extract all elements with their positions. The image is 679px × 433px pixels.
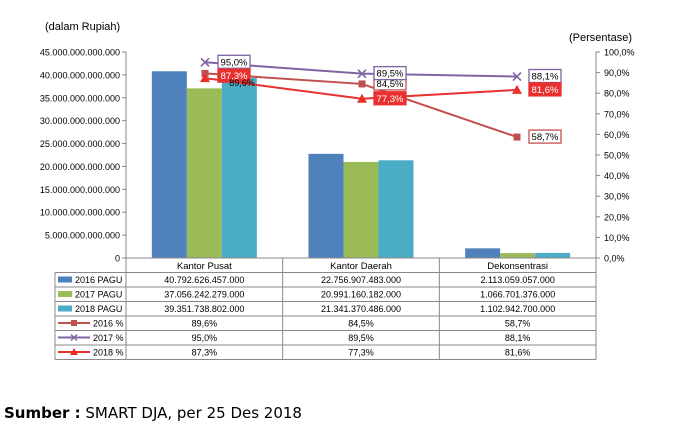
table-category-label: Kantor Daerah: [330, 261, 392, 272]
table-cell: 1.066.701.376.000: [480, 290, 555, 300]
budget-chart: (dalam Rupiah) (Persentase) 0 5.000.000.000…: [40, 21, 635, 360]
left-tick-label: 5.000.000.000.000: [45, 231, 120, 241]
source-label: Sumber :: [4, 404, 81, 422]
table-cell: 40.792.626.457.000: [164, 275, 244, 285]
bar-2017-pagu: [186, 88, 222, 259]
data-label: 88,1%: [532, 72, 559, 83]
right-tick-label: 20,0%: [604, 212, 630, 222]
data-label-box: [528, 82, 562, 97]
table-series-name: 2016 PAGU: [75, 275, 122, 285]
data-label: 87,3%: [221, 71, 248, 82]
table-cell: 1.102.942.700.000: [480, 304, 555, 314]
bar-2018-pagu: [535, 252, 571, 258]
table-cell: 89,6%: [192, 319, 218, 329]
right-tick-label: 0,0%: [604, 254, 625, 264]
table-cell: 37.056.242.279.000: [164, 290, 244, 300]
right-tick-label: 60,0%: [604, 130, 630, 140]
marker-triangle: [357, 93, 367, 103]
data-label-box: [528, 129, 562, 144]
bar-2017-pagu: [500, 253, 536, 258]
table-cell: 81,6%: [505, 348, 531, 358]
right-tick-label: 10,0%: [604, 233, 630, 243]
table-cell: 21.341.370.486.000: [321, 304, 401, 314]
table-cell: 87,3%: [192, 348, 218, 358]
left-tick-label: 30.000.000.000.000: [40, 116, 120, 126]
bar-2017-pagu: [343, 161, 379, 258]
bar-2018-pagu: [221, 77, 257, 259]
marker-square: [513, 133, 521, 141]
table-cell: 88,1%: [505, 333, 531, 343]
right-tick-label: 50,0%: [604, 151, 630, 161]
bar-2016-pagu: [465, 248, 501, 258]
bar-2016-pagu: [151, 71, 187, 258]
right-tick-label: 40,0%: [604, 171, 630, 181]
data-label-box: [373, 91, 407, 106]
legend-key-bar: [58, 305, 72, 312]
left-tick-label: 10.000.000.000.000: [40, 208, 120, 218]
bar-2018-pagu: [378, 160, 414, 258]
right-tick-label: 70,0%: [604, 109, 630, 119]
table-cell: 77,3%: [348, 348, 374, 358]
table-series-name: 2017 %: [93, 333, 124, 343]
table-category-label: Dekonsentrasi: [487, 261, 548, 272]
data-label: 81,6%: [532, 85, 559, 96]
legend-key-bar: [58, 276, 72, 283]
marker-x: [357, 69, 367, 79]
table-series-name: 2016 %: [93, 319, 124, 329]
table-cell: 89,5%: [348, 333, 374, 343]
left-tick-label: 40.000.000.000.000: [40, 70, 120, 80]
data-label: 77,3%: [377, 94, 404, 105]
left-tick-label: 20.000.000.000.000: [40, 162, 120, 172]
table-cell: 95,0%: [192, 333, 218, 343]
table-cell: 39.351.738.802.000: [164, 304, 244, 314]
data-label: 89,5%: [377, 69, 404, 80]
table-cell: 84,5%: [348, 319, 374, 329]
source-text: SMART DJA, per 25 Des 2018: [80, 404, 302, 422]
data-label: 95,0%: [221, 57, 248, 68]
data-label: 58,7%: [532, 132, 559, 143]
table-series-name: 2018 %: [93, 348, 124, 358]
right-tick-label: 90,0%: [604, 68, 630, 78]
right-tick-label: 80,0%: [604, 89, 630, 99]
legend-key-marker: [70, 334, 78, 341]
left-axis-label: (dalam Rupiah): [45, 21, 120, 33]
marker-triangle: [200, 73, 210, 83]
table-series-name: 2017 PAGU: [75, 290, 122, 300]
table-cell: 2.113.059.057.000: [480, 275, 554, 285]
data-label: 89,6%: [229, 78, 255, 88]
left-tick-label: 35.000.000.000.000: [40, 93, 120, 103]
marker-square: [358, 80, 366, 88]
marker-x: [200, 57, 210, 67]
legend-key-marker: [70, 348, 78, 355]
right-tick-label: 30,0%: [604, 192, 630, 202]
legend-key-bar: [58, 291, 72, 297]
source-note: Sumber : SMART DJA, per 25 Des 2018: [4, 404, 302, 422]
table-cell: 22.756.907.483.000: [321, 275, 401, 285]
data-label-box: [373, 65, 407, 81]
table-category-label: Kantor Pusat: [177, 261, 232, 272]
left-tick-label: 0: [115, 254, 120, 264]
table-cell: 58,7%: [505, 319, 531, 329]
left-tick-label: 25.000.000.000.000: [40, 139, 120, 149]
table-cell: 20.991.160.182.000: [321, 290, 401, 300]
table-series-name: 2018 PAGU: [75, 304, 122, 314]
legend-key-marker: [71, 320, 77, 326]
data-label-box: [217, 68, 251, 83]
right-tick-label: 100,0%: [604, 48, 635, 58]
marker-triangle: [512, 84, 522, 94]
data-label-box: [217, 54, 251, 69]
marker-x: [512, 71, 522, 82]
left-tick-label: 45.000.000.000.000: [40, 48, 120, 58]
data-label: 84,5%: [377, 79, 404, 90]
left-tick-label: 15.000.000.000.000: [40, 185, 120, 195]
right-axis-label: (Persentase): [569, 32, 632, 44]
bar-2016-pagu: [308, 153, 344, 258]
